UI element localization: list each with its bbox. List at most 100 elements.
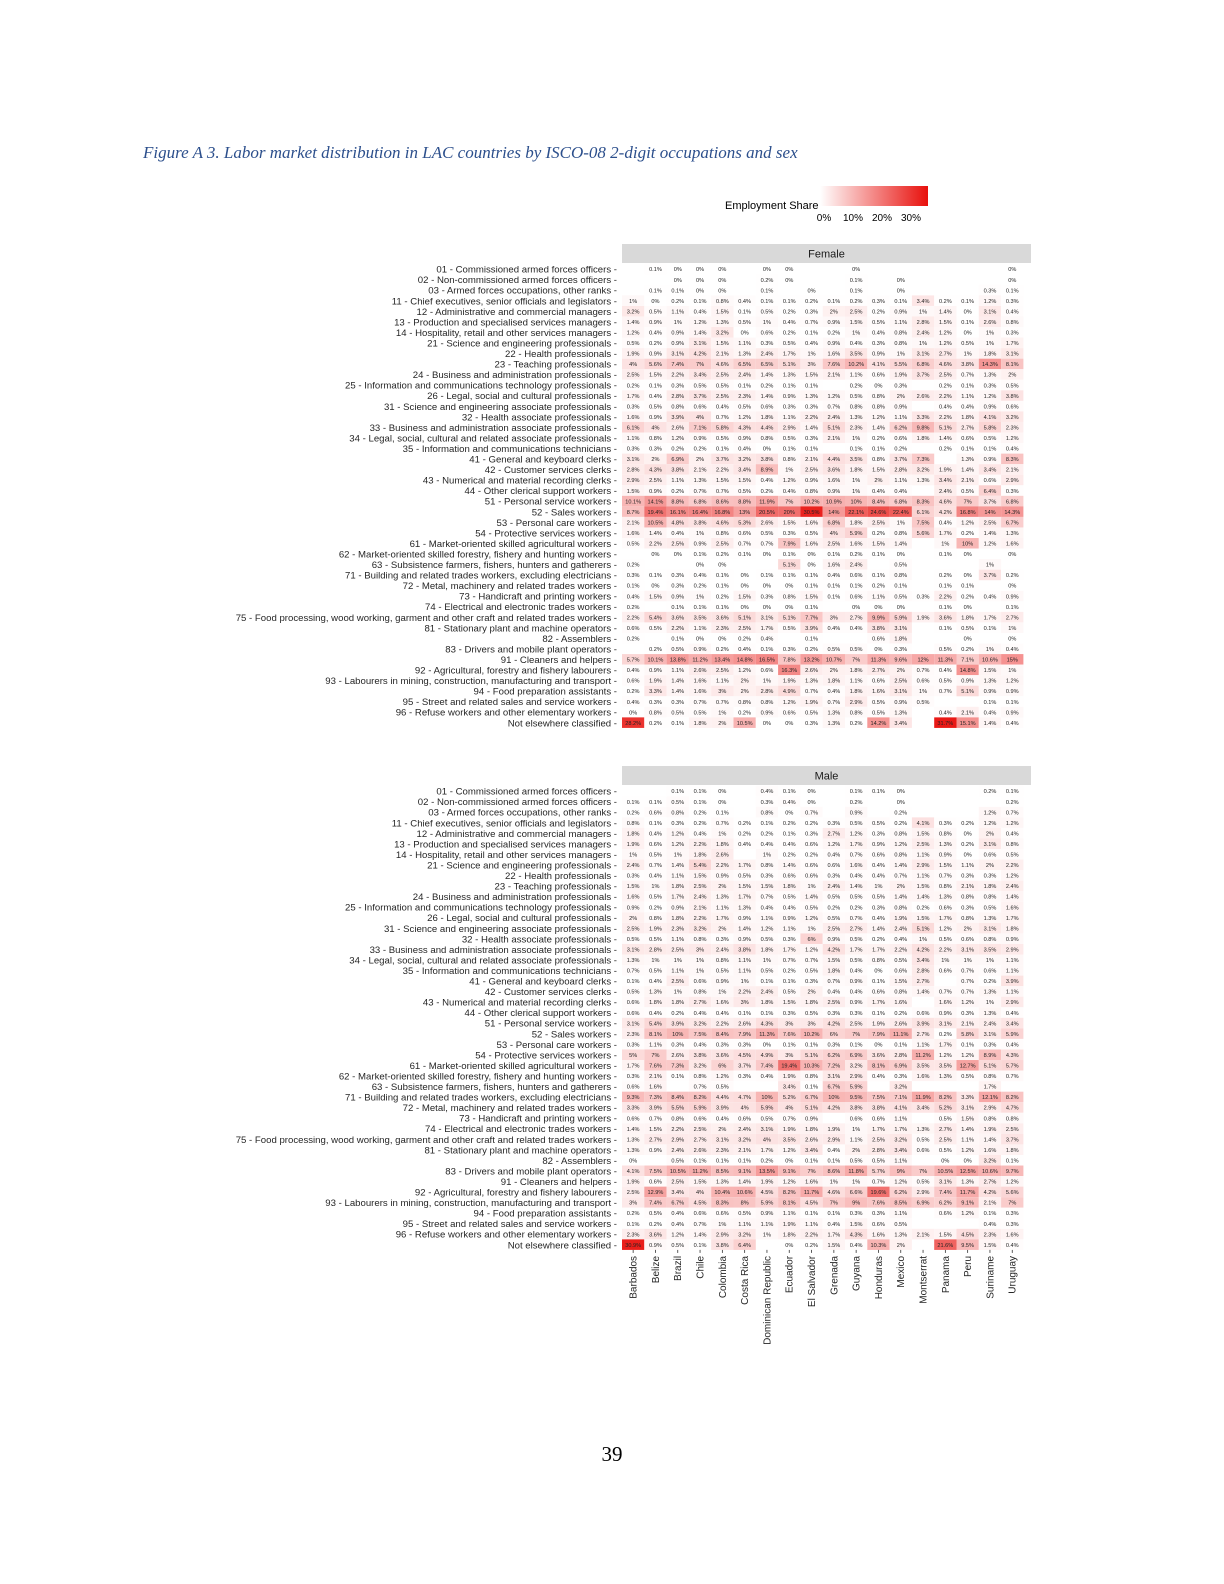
- row-label: 93 - Labourers in mining, construction, …: [325, 676, 617, 687]
- heatmap-cell: [644, 675, 667, 686]
- heatmap-cell: [711, 933, 734, 944]
- cell-value-label: 2.4%: [716, 947, 729, 953]
- cell-value-label: 2.9%: [671, 1137, 684, 1143]
- heatmap-cell: [711, 316, 734, 328]
- heatmap-cell: [778, 975, 801, 987]
- heatmap-cell: [822, 1081, 845, 1092]
- cell-value-label: 3.1%: [984, 1032, 997, 1038]
- heatmap-cell: [1001, 327, 1024, 338]
- cell-value-label: 0.3%: [805, 831, 818, 837]
- cell-value-label: 10.1%: [625, 499, 641, 505]
- figure-caption: Figure A 3. Labor market distribution in…: [143, 143, 798, 162]
- heatmap-cell: [867, 827, 890, 839]
- heatmap-cell: [978, 717, 1002, 728]
- heatmap-cell: [666, 295, 689, 306]
- cell-value-label: 0.1%: [805, 1158, 818, 1164]
- heatmap-cell: [867, 358, 890, 370]
- heatmap-cell: [800, 590, 823, 602]
- heatmap-cell: [800, 411, 823, 422]
- heatmap-cell: [622, 922, 645, 934]
- cell-value-label: 1.6%: [1006, 905, 1019, 911]
- cell-value-label: 3.9%: [805, 626, 818, 632]
- heatmap-cell: [889, 643, 912, 655]
- cell-value-label: 1.3%: [738, 352, 751, 358]
- heatmap-cell: [733, 601, 756, 612]
- cell-value-label: 0.6%: [694, 1211, 707, 1217]
- heatmap-cell: [755, 901, 779, 913]
- heatmap-cell: [622, 337, 645, 349]
- heatmap-cell: [911, 1038, 935, 1050]
- cell-value-label: 1.4%: [671, 679, 684, 685]
- heatmap-cell: [911, 1060, 935, 1071]
- heatmap-cell: [822, 1102, 845, 1113]
- heatmap-cell: [778, 1112, 801, 1124]
- heatmap-cell: [666, 516, 689, 528]
- heatmap-cell: [978, 965, 1002, 976]
- heatmap-cell: [688, 295, 712, 306]
- row-label: 31 - Science and engineering associate p…: [384, 924, 617, 935]
- cell-value-label: 0.5%: [761, 969, 774, 975]
- cell-value-label: 0.2%: [872, 584, 885, 590]
- cell-value-label: 0.1%: [984, 700, 997, 706]
- heatmap-cell: [956, 1207, 979, 1219]
- cell-value-label: 7.6%: [872, 1201, 885, 1207]
- cell-value-label: 10%: [962, 542, 973, 548]
- cell-value-label: 0.2%: [872, 309, 885, 315]
- cell-value-label: 10.2%: [804, 1032, 820, 1038]
- heatmap-cell: [889, 717, 912, 728]
- heatmap-cell: [733, 943, 756, 955]
- cell-value-label: 3.9%: [671, 415, 684, 421]
- heatmap-cell: [889, 601, 912, 612]
- cell-value-label: 0.1%: [761, 299, 774, 305]
- heatmap-cell: [867, 580, 890, 591]
- cell-value-label: 0.2%: [850, 383, 863, 389]
- heatmap-cell: [800, 1007, 823, 1018]
- cell-value-label: 0%: [651, 299, 659, 305]
- cell-value-label: 2.2%: [738, 990, 751, 996]
- heatmap-cell: [778, 580, 801, 591]
- cell-value-label: 10.7%: [826, 658, 842, 664]
- cell-value-label: 1.8%: [1006, 1148, 1019, 1154]
- cell-value-label: 0.3%: [939, 821, 952, 827]
- heatmap-cell: [733, 1112, 756, 1124]
- cell-value-label: 1.1%: [738, 958, 751, 964]
- heatmap-cell: [822, 922, 845, 934]
- heatmap-cell: [666, 827, 689, 839]
- heatmap-cell: [666, 400, 689, 412]
- heatmap-cell: [800, 569, 823, 581]
- cell-value-label: 0.3%: [649, 700, 662, 706]
- heatmap-cell: [1001, 1123, 1024, 1134]
- heatmap-cell: [778, 1038, 801, 1050]
- cell-value-label: 9.1%: [738, 1169, 751, 1175]
- heatmap-cell: [911, 696, 935, 707]
- heatmap-cell: [822, 933, 845, 944]
- heatmap-cell: [622, 400, 645, 412]
- cell-value-label: 1.5%: [917, 831, 930, 837]
- heatmap-cell: [867, 817, 890, 828]
- cell-value-label: 0.2%: [894, 821, 907, 827]
- heatmap-cell: [711, 538, 734, 549]
- cell-value-label: 1.9%: [984, 1127, 997, 1133]
- heatmap-cell: [800, 1197, 823, 1208]
- cell-value-label: 0.9%: [1006, 689, 1019, 695]
- heatmap-cell: [622, 601, 645, 612]
- cell-value-label: 1%: [696, 594, 704, 600]
- cell-value-label: 0.2%: [850, 800, 863, 806]
- heatmap-cell: [711, 1239, 734, 1250]
- cell-value-label: 2.5%: [649, 478, 662, 484]
- heatmap-cell: [644, 965, 667, 976]
- row-label: 24 - Business and administration profess…: [413, 892, 617, 903]
- heatmap-cell: [889, 590, 912, 602]
- heatmap-cell: [778, 806, 801, 818]
- heatmap-cell: [733, 675, 756, 686]
- cell-value-label: 1.3%: [894, 1232, 907, 1238]
- cell-value-label: 0.8%: [761, 810, 774, 816]
- heatmap-cell: [911, 453, 935, 465]
- cell-value-label: 1.4%: [805, 425, 818, 431]
- cell-value-label: 6.9%: [850, 1053, 863, 1059]
- heatmap-cell: [778, 986, 801, 997]
- cell-value-label: 10.4%: [714, 1190, 730, 1196]
- heatmap-cell: [622, 943, 645, 955]
- cell-value-label: 1.1%: [783, 1211, 796, 1217]
- heatmap-cell: [1001, 1102, 1024, 1113]
